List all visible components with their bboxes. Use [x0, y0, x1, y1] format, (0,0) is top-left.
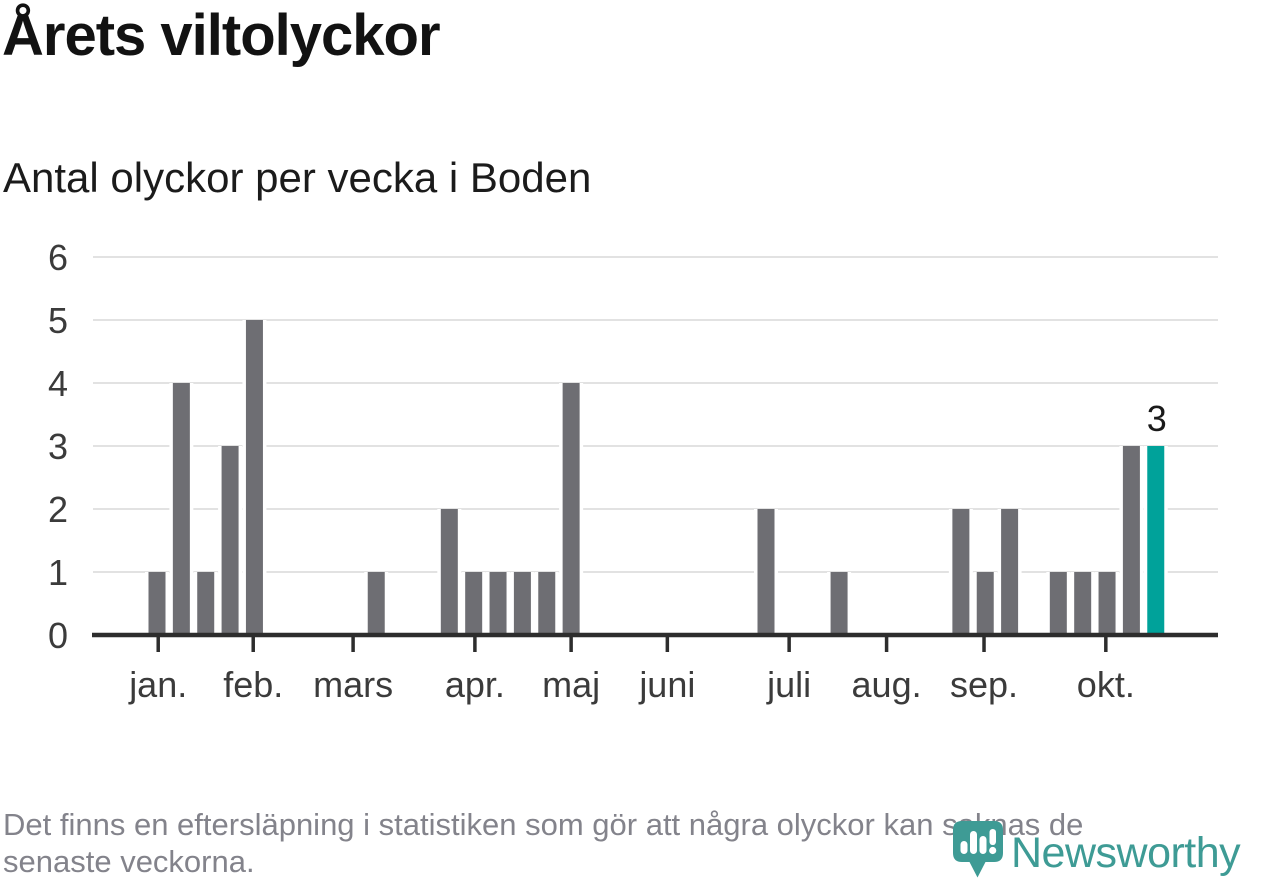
bar-week-14 [465, 572, 483, 635]
y-axis-label-6: 6 [48, 237, 68, 278]
y-axis-label-3: 3 [48, 426, 68, 467]
month-label-jan: jan. [128, 664, 187, 705]
bar-week-13 [440, 509, 458, 635]
month-label-juni: juni [638, 664, 695, 705]
bar-chart: 0 1 2 3 4 5 6 jan. feb. mars apr. maj juni juli aug. se… [48, 237, 1218, 705]
footnote: Det finns en eftersläpning i statistiken… [3, 806, 1259, 879]
newsworthy-wordmark: Newsworthy [1011, 829, 1241, 877]
bar-week-41 [1122, 446, 1140, 635]
chart-title: Årets viltolyckor [2, 3, 441, 68]
bar-week-1 [148, 572, 166, 635]
bar-week-42 [1147, 446, 1165, 635]
bar-week-40 [1098, 572, 1116, 635]
chart-subtitle: Antal olyckor per vecka i Boden [3, 154, 592, 201]
bar-week-38 [1049, 572, 1067, 635]
bar-week-3 [197, 572, 215, 635]
bar-week-5 [245, 320, 263, 635]
bar-week-15 [489, 572, 507, 635]
bar-week-16 [513, 572, 531, 635]
y-axis-label-1: 1 [48, 552, 68, 593]
highlight-value-label: 3 [1147, 398, 1167, 439]
bar-week-10 [367, 572, 385, 635]
bar-week-36 [1001, 509, 1019, 635]
bar-week-35 [976, 572, 994, 635]
month-label-mars: mars [313, 664, 393, 705]
y-axis-label-5: 5 [48, 300, 68, 341]
month-label-aug: aug. [852, 664, 922, 705]
bar-week-26 [757, 509, 775, 635]
month-label-feb: feb. [223, 664, 283, 705]
footnote-line2: senaste veckorna. [3, 844, 255, 879]
y-axis-label-0: 0 [48, 615, 68, 656]
month-label-apr: apr. [445, 664, 505, 705]
newsworthy-pin-barchart-icon [953, 821, 1003, 878]
y-axis-label-2: 2 [48, 489, 68, 530]
bar-week-17 [538, 572, 556, 635]
y-axis-label-4: 4 [48, 363, 68, 404]
bar-week-2 [172, 383, 190, 635]
month-label-sep: sep. [950, 664, 1018, 705]
footnote-line1: Det finns en eftersläpning i statistiken… [3, 807, 1084, 842]
bar-week-39 [1074, 572, 1092, 635]
month-label-maj: maj [542, 664, 600, 705]
bar-week-4 [221, 446, 239, 635]
month-label-juli: juli [766, 664, 811, 705]
bar-week-29 [830, 572, 848, 635]
month-label-okt: okt. [1077, 664, 1135, 705]
bar-week-18 [562, 383, 580, 635]
bar-week-34 [952, 509, 970, 635]
